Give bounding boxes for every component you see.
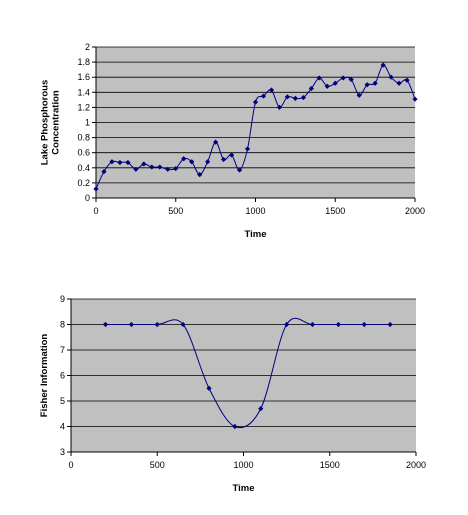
y-tick-label: 1.6 (77, 72, 90, 82)
y-tick-label: 1.8 (77, 57, 90, 67)
data-point (165, 166, 171, 172)
data-point (308, 85, 314, 92)
data-point (125, 159, 131, 166)
data-point (258, 406, 264, 412)
data-point (388, 74, 394, 80)
data-point (205, 159, 211, 165)
x-axis-title: Time (244, 229, 266, 240)
data-point (221, 156, 227, 163)
data-point (372, 80, 378, 86)
x-tick-label: 1500 (325, 206, 345, 216)
data-point (396, 80, 402, 86)
x-tick-label: 1000 (245, 206, 265, 216)
data-point (380, 62, 386, 68)
y-axis-title: Fisher Information (39, 334, 50, 418)
y-axis-title-line: Lake Phosphorous (40, 80, 51, 166)
data-point (292, 95, 298, 101)
y-tick-label: 3 (60, 447, 65, 457)
data-point (197, 171, 203, 178)
data-point (173, 165, 179, 172)
y-tick-label: 2 (85, 42, 90, 52)
data-point (244, 146, 251, 152)
data-point (149, 164, 155, 170)
data-point (101, 168, 107, 175)
y-tick-label: 7 (60, 345, 65, 355)
y-tick-label: 1 (85, 118, 90, 128)
x-tick-label: 500 (168, 206, 183, 216)
x-tick-label: 0 (68, 460, 73, 470)
data-point (332, 80, 338, 86)
data-point (252, 99, 259, 105)
data-point (412, 96, 418, 102)
x-tick-label: 2000 (406, 460, 426, 470)
y-tick-label: 1.4 (77, 87, 90, 97)
data-point (117, 159, 123, 166)
x-tick-label: 2000 (405, 206, 425, 216)
data-point (361, 321, 367, 328)
x-axis-title: Time (232, 483, 254, 494)
x-tick-label: 500 (150, 460, 165, 470)
data-point (335, 321, 341, 328)
data-point (128, 321, 134, 328)
data-point (157, 164, 163, 170)
data-point (356, 92, 362, 98)
data-point (232, 423, 238, 430)
data-point (189, 159, 195, 165)
data-point (109, 159, 115, 165)
data-point (300, 94, 306, 101)
x-tick-label: 1000 (233, 460, 253, 470)
data-point (180, 321, 186, 328)
y-tick-label: 9 (60, 294, 65, 304)
data-point (364, 82, 370, 88)
y-tick-label: 0.6 (77, 148, 90, 158)
data-point (284, 321, 290, 328)
data-point (213, 139, 219, 145)
y-tick-label: 0.8 (77, 133, 90, 143)
data-point (404, 77, 410, 83)
data-point (236, 167, 243, 173)
data-point (268, 87, 275, 93)
data-point (284, 94, 290, 100)
data-point (348, 76, 354, 83)
chart-1: 0 0.2 0.4 0.6 0.8 1 1.2 1.4 1.6 1.8 2 0 500 1000 1500 2… (40, 42, 426, 240)
data-point (324, 83, 330, 89)
y-tick-label: 4 (60, 422, 65, 432)
data-point (228, 152, 235, 158)
y-axis-title-line: Concentration (51, 90, 62, 155)
y-tick-label: 1.2 (77, 102, 90, 112)
data-point (260, 93, 267, 99)
y-tick-label: 8 (60, 320, 65, 330)
data-point (93, 186, 99, 192)
x-tick-label: 0 (93, 206, 98, 216)
y-tick-label: 5 (60, 396, 65, 406)
data-point (309, 321, 316, 328)
x-tick-label: 1500 (320, 460, 340, 470)
y-tick-label: 0.2 (77, 178, 90, 188)
data-point (141, 161, 147, 167)
chart-2: 3 4 5 6 7 8 9 0 500 1000 1500 2000 Time Fisher Inform… (39, 294, 426, 494)
data-point (276, 104, 283, 110)
data-point (102, 321, 109, 328)
y-tick-label: 0 (85, 193, 90, 203)
y-tick-label: 0.4 (77, 163, 90, 173)
data-point (387, 321, 393, 328)
data-point (206, 385, 212, 391)
data-point (316, 75, 322, 81)
data-point (154, 321, 160, 328)
data-point (181, 156, 187, 162)
data-point (133, 166, 139, 172)
y-tick-label: 6 (60, 371, 65, 381)
y-axis-title: Lake PhosphorousConcentration (40, 80, 62, 166)
data-point (340, 75, 346, 81)
